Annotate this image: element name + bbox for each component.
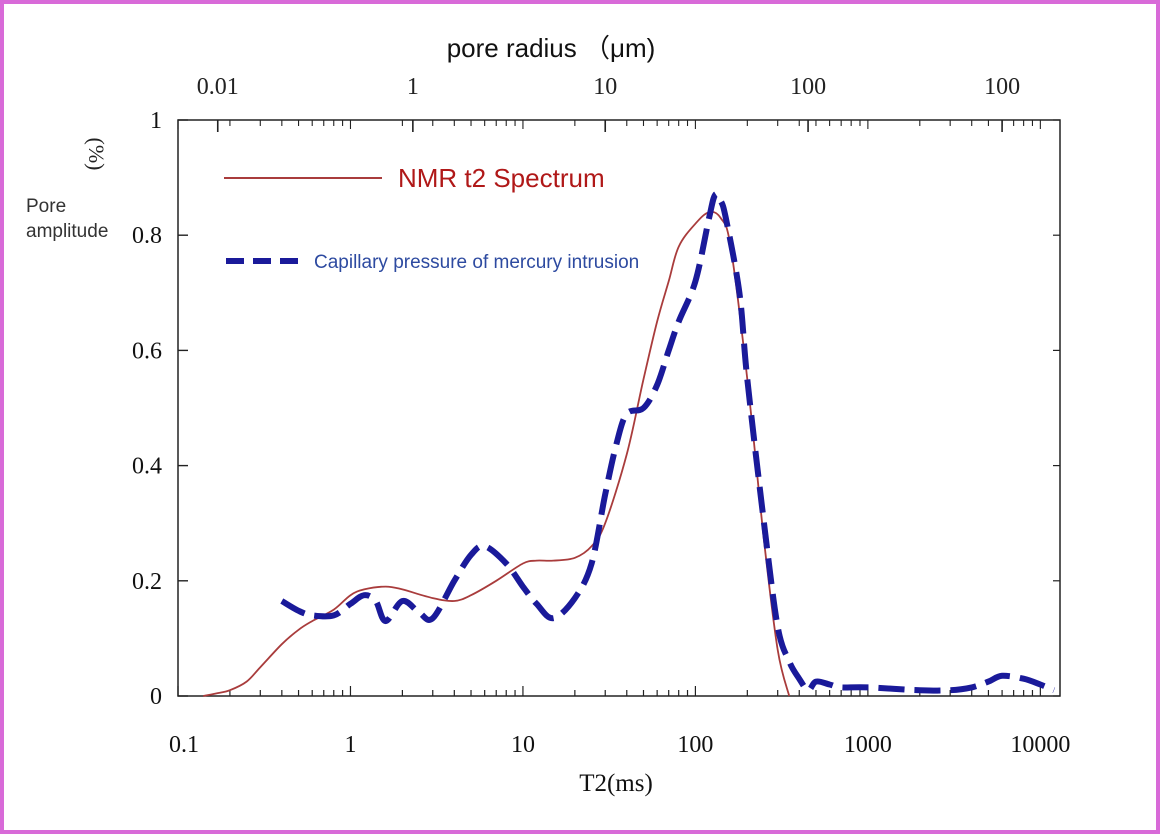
y-tick-label: 1 bbox=[150, 108, 162, 134]
tick-labels: 0.1 1 10 100 1000 10000 0 0.2 0.4 0.6 0.8 1 0.01 1 10 1… bbox=[132, 74, 1070, 758]
series-line-mercury-intrusion bbox=[280, 191, 1056, 694]
y-tick-label: 0.2 bbox=[132, 569, 162, 595]
t2-pore-chart: pore radius （μm) (%) Pore amplitude T2(m… bbox=[26, 33, 1070, 797]
top-tick-label: 0.01 bbox=[197, 74, 239, 100]
y-axis-label-line1: Pore bbox=[26, 196, 66, 217]
x-tick-label: 1 bbox=[344, 732, 356, 758]
y-axis-label: Pore amplitude bbox=[26, 196, 108, 242]
legend-label-mercury: Capillary pressure of mercury intrusion bbox=[314, 252, 639, 273]
x-tick-label: 1000 bbox=[844, 732, 892, 758]
series-line-nmr-t2 bbox=[203, 210, 791, 697]
top-tick-label: 10 bbox=[593, 74, 617, 100]
x-tick-label: 10 bbox=[511, 732, 535, 758]
top-axis-title: pore radius （μm) bbox=[447, 33, 656, 63]
legend-label-nmr: NMR t2 Spectrum bbox=[398, 163, 605, 193]
top-tick-label: 100 bbox=[984, 74, 1020, 100]
x-tick-label: 100 bbox=[677, 732, 713, 758]
x-tick-label: 10000 bbox=[1010, 732, 1070, 758]
y-axis-label-line2: amplitude bbox=[26, 221, 108, 242]
plot-area bbox=[177, 119, 1061, 697]
y-tick-label: 0.8 bbox=[132, 223, 162, 249]
y-tick-label: 0 bbox=[150, 684, 162, 710]
x-axis-title: T2(ms) bbox=[579, 770, 653, 797]
x-tick-label: 0.1 bbox=[169, 732, 199, 758]
top-tick-label: 1 bbox=[407, 74, 419, 100]
y-tick-label: 0.6 bbox=[132, 338, 162, 364]
y-tick-label: 0.4 bbox=[132, 454, 162, 480]
y-axis-unit: (%) bbox=[84, 138, 109, 171]
top-tick-label: 100 bbox=[790, 74, 826, 100]
legend: NMR t2 Spectrum Capillary pressure of me… bbox=[224, 163, 639, 273]
axis-ticks bbox=[177, 119, 1060, 697]
data-series bbox=[203, 191, 1056, 697]
